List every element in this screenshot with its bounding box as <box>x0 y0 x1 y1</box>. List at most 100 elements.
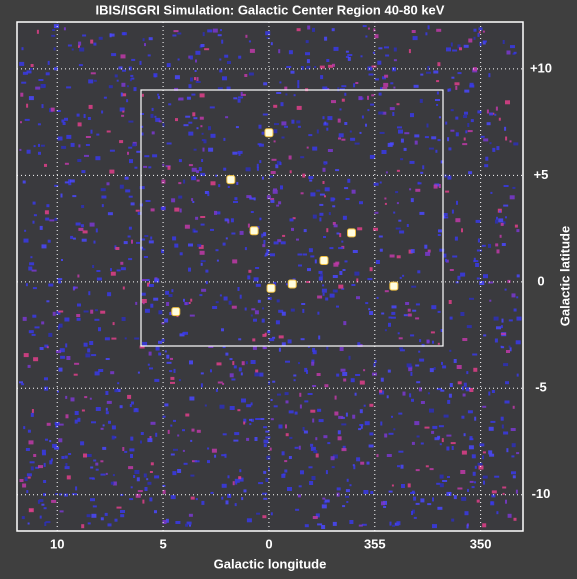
noise-pixel <box>291 227 294 231</box>
noise-pixel <box>388 432 394 435</box>
y-tick-label: +10 <box>530 60 552 75</box>
noise-pixel <box>479 281 485 285</box>
noise-pixel <box>141 299 147 303</box>
noise-pixel <box>93 240 96 244</box>
noise-pixel <box>105 358 110 360</box>
noise-pixel <box>302 308 305 313</box>
noise-pixel <box>177 469 182 473</box>
noise-pixel <box>339 108 342 111</box>
noise-pixel <box>241 361 245 366</box>
noise-pixel <box>505 381 509 385</box>
noise-pixel <box>292 217 296 220</box>
noise-pixel <box>319 212 324 216</box>
noise-pixel <box>91 421 96 424</box>
noise-pixel <box>302 173 306 178</box>
noise-pixel <box>54 422 60 425</box>
noise-pixel <box>121 317 126 321</box>
noise-pixel <box>505 499 507 504</box>
noise-pixel <box>305 40 309 44</box>
noise-pixel <box>35 466 40 469</box>
noise-pixel <box>488 450 493 455</box>
noise-pixel <box>311 361 315 366</box>
noise-pixel <box>389 254 395 258</box>
noise-pixel <box>482 475 488 479</box>
noise-pixel <box>407 308 411 312</box>
noise-pixel <box>432 497 434 502</box>
noise-pixel <box>332 521 337 526</box>
noise-pixel <box>443 215 446 219</box>
noise-pixel <box>467 410 473 414</box>
noise-pixel <box>56 310 61 315</box>
noise-pixel <box>455 116 459 120</box>
noise-pixel <box>289 218 294 222</box>
noise-pixel <box>117 382 120 385</box>
noise-pixel <box>349 520 354 524</box>
noise-pixel <box>233 201 238 203</box>
noise-pixel <box>96 133 100 136</box>
noise-pixel <box>191 428 195 432</box>
noise-pixel <box>203 139 207 144</box>
noise-pixel <box>451 446 454 450</box>
noise-pixel <box>100 460 104 463</box>
noise-pixel <box>232 259 238 264</box>
noise-pixel <box>448 492 452 495</box>
noise-pixel <box>98 36 103 40</box>
noise-pixel <box>281 473 286 478</box>
noise-pixel <box>441 361 443 365</box>
noise-pixel <box>328 64 334 68</box>
noise-pixel <box>279 162 282 166</box>
noise-pixel <box>427 25 430 30</box>
noise-pixel <box>96 270 101 272</box>
noise-pixel <box>259 372 264 377</box>
noise-pixel <box>368 73 374 76</box>
noise-pixel <box>148 166 152 169</box>
noise-pixel <box>100 517 104 521</box>
noise-pixel <box>139 345 145 349</box>
noise-pixel <box>137 371 140 374</box>
noise-pixel <box>282 234 286 237</box>
noise-pixel <box>489 112 494 116</box>
noise-pixel <box>23 238 29 243</box>
noise-pixel <box>279 81 282 84</box>
noise-pixel <box>234 478 240 483</box>
noise-pixel <box>116 269 121 272</box>
noise-pixel <box>164 403 169 407</box>
noise-pixel <box>105 391 109 395</box>
noise-pixel <box>52 29 56 31</box>
noise-pixel <box>87 117 91 120</box>
noise-pixel <box>427 392 430 395</box>
noise-pixel <box>347 56 351 61</box>
noise-pixel <box>509 347 512 352</box>
noise-pixel <box>178 182 182 185</box>
noise-pixel <box>225 352 229 356</box>
noise-pixel <box>215 249 219 252</box>
noise-pixel <box>21 81 27 84</box>
noise-pixel <box>408 367 413 372</box>
noise-pixel <box>131 401 134 405</box>
noise-pixel <box>225 116 229 119</box>
noise-pixel <box>440 329 443 332</box>
noise-pixel <box>226 86 231 91</box>
noise-pixel <box>185 413 190 417</box>
noise-pixel <box>118 66 123 70</box>
noise-pixel <box>79 47 85 52</box>
noise-pixel <box>41 104 44 109</box>
noise-pixel <box>144 235 149 237</box>
noise-pixel <box>32 314 37 318</box>
noise-pixel <box>345 412 348 417</box>
noise-pixel <box>501 318 504 323</box>
noise-pixel <box>319 217 322 222</box>
noise-pixel <box>76 317 81 321</box>
noise-pixel <box>461 415 465 419</box>
noise-pixel <box>22 71 28 75</box>
noise-pixel <box>334 411 339 416</box>
noise-pixel <box>195 50 201 55</box>
noise-pixel <box>513 51 517 54</box>
noise-pixel <box>244 307 247 311</box>
noise-pixel <box>304 400 309 403</box>
noise-pixel <box>447 399 451 404</box>
noise-pixel <box>238 55 242 59</box>
noise-pixel <box>483 274 488 279</box>
noise-pixel <box>170 424 173 427</box>
noise-pixel <box>147 282 150 287</box>
